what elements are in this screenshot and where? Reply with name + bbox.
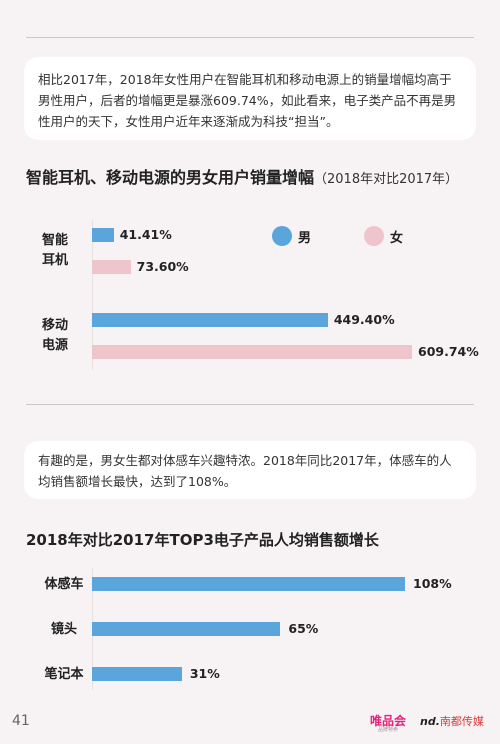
legend-female-label: 女 [390, 231, 404, 246]
chart1-title-main: 智能耳机、移动电源的男女用户销量增幅 [26, 168, 315, 187]
chart1-data-label: 41.41% [119, 227, 172, 242]
chart1-bar-female [92, 260, 131, 274]
chart1-bar-female [92, 345, 412, 359]
chart2-category-label: 体感车 [44, 577, 84, 592]
legend-female-swatch [364, 226, 384, 246]
chart1-category-label: 耳机 [42, 253, 69, 268]
nandu-logo-mark: nd. [420, 715, 440, 728]
legend-male-label: 男 [298, 231, 312, 246]
page-number: 41 [12, 713, 30, 729]
chart1-category-label: 智能 [42, 233, 69, 248]
chart2-data-label: 65% [288, 621, 319, 636]
chart1-bar-male [92, 313, 328, 327]
chart1-data-label: 449.40% [333, 312, 395, 327]
chart2-bar [92, 622, 281, 636]
vip-logo-subtext: 品牌特卖 [378, 727, 399, 733]
chart2-category-label: 笔记本 [44, 667, 84, 682]
chart1-data-label: 73.60% [136, 259, 189, 274]
intro-card: 相比2017年，2018年女性用户在智能耳机和移动电源上的销量增幅均高于男性用户… [24, 57, 476, 140]
chart2-title: 2018年对比2017年TOP3电子产品人均销售额增长 [26, 531, 379, 549]
top-divider [26, 37, 474, 38]
intro-text: 相比2017年，2018年女性用户在智能耳机和移动电源上的销量增幅均高于男性用户… [38, 72, 457, 129]
chart1-subtitle: （2018年对比2017年） [314, 172, 459, 187]
legend-male-swatch [272, 226, 292, 246]
chart1-category-label: 电源 [42, 338, 69, 353]
chart2-data-label: 108% [413, 576, 452, 591]
middle-divider [26, 404, 474, 405]
chart2-bar [92, 667, 182, 681]
vip-logo: 唯品会 品牌特卖 [370, 712, 406, 733]
fun-fact-card: 有趣的是，男女生都对体感车兴趣特浓。2018年同比2017年，体感车的人均销售额… [24, 441, 476, 499]
chart1-category-label: 移动 [42, 318, 69, 333]
chart2-data-label: 31% [189, 666, 220, 681]
chart1-bar-male [92, 228, 114, 242]
chart1-data-label: 609.74% [418, 344, 479, 359]
chart2-bar [92, 577, 405, 591]
nandu-logo-text: 南都传媒 [439, 715, 484, 728]
vip-logo-text: 唯品会 [370, 714, 407, 728]
nandu-logo: nd.南都传媒 [420, 713, 484, 729]
chart2-category-label: 镜头 [50, 622, 77, 637]
chart1-axis [92, 220, 93, 370]
fun-fact-text: 有趣的是，男女生都对体感车兴趣特浓。2018年同比2017年，体感车的人均销售额… [38, 453, 452, 489]
chart1-title: 智能耳机、移动电源的男女用户销量增幅（2018年对比2017年） [26, 164, 458, 188]
